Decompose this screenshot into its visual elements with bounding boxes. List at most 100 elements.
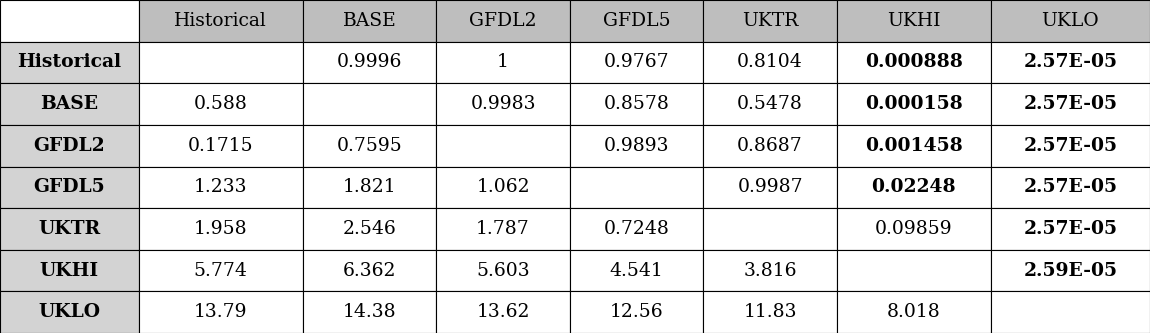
Text: 5.603: 5.603: [476, 261, 530, 280]
Bar: [570, 208, 704, 250]
Bar: [0, 0, 139, 42]
Text: 0.1715: 0.1715: [187, 137, 253, 155]
Text: BASE: BASE: [343, 12, 397, 30]
Bar: [837, 250, 991, 291]
Bar: [436, 166, 570, 208]
Text: 0.09859: 0.09859: [875, 220, 952, 238]
Bar: [302, 208, 436, 250]
Bar: [704, 166, 837, 208]
Text: 1.821: 1.821: [343, 178, 397, 196]
Bar: [704, 291, 837, 333]
Bar: [837, 208, 991, 250]
Bar: [0, 208, 139, 250]
Text: 2.57E-05: 2.57E-05: [1024, 220, 1118, 238]
Bar: [570, 291, 704, 333]
Bar: [570, 125, 704, 166]
Text: UKTR: UKTR: [38, 220, 100, 238]
Bar: [302, 125, 436, 166]
Bar: [570, 166, 704, 208]
Bar: [837, 0, 991, 42]
Text: 13.79: 13.79: [194, 303, 247, 321]
Bar: [837, 42, 991, 83]
Bar: [302, 291, 436, 333]
Text: 3.816: 3.816: [743, 261, 797, 280]
Text: 0.7248: 0.7248: [604, 220, 669, 238]
Text: 0.9767: 0.9767: [604, 53, 669, 72]
Text: 0.000158: 0.000158: [865, 95, 963, 113]
Text: 0.9893: 0.9893: [604, 137, 669, 155]
Text: 2.59E-05: 2.59E-05: [1024, 261, 1118, 280]
Bar: [837, 291, 991, 333]
Bar: [0, 125, 139, 166]
Bar: [570, 250, 704, 291]
Text: 0.588: 0.588: [194, 95, 247, 113]
Bar: [837, 166, 991, 208]
Text: 1: 1: [497, 53, 509, 72]
Text: BASE: BASE: [40, 95, 99, 113]
Bar: [704, 42, 837, 83]
Bar: [436, 125, 570, 166]
Bar: [139, 166, 302, 208]
Bar: [436, 42, 570, 83]
Bar: [704, 208, 837, 250]
Text: UKHI: UKHI: [40, 261, 99, 280]
Text: UKLO: UKLO: [38, 303, 100, 321]
Bar: [139, 250, 302, 291]
Text: 0.8104: 0.8104: [737, 53, 803, 72]
Bar: [704, 250, 837, 291]
Bar: [991, 0, 1150, 42]
Text: 0.9996: 0.9996: [337, 53, 402, 72]
Text: GFDL2: GFDL2: [33, 137, 105, 155]
Bar: [436, 291, 570, 333]
Text: UKHI: UKHI: [887, 12, 941, 30]
Bar: [302, 166, 436, 208]
Bar: [302, 0, 436, 42]
Bar: [837, 83, 991, 125]
Bar: [837, 125, 991, 166]
Bar: [704, 0, 837, 42]
Text: 0.9983: 0.9983: [470, 95, 536, 113]
Text: 2.57E-05: 2.57E-05: [1024, 53, 1118, 72]
Text: GFDL2: GFDL2: [469, 12, 537, 30]
Text: 1.787: 1.787: [476, 220, 530, 238]
Bar: [436, 250, 570, 291]
Text: 0.8578: 0.8578: [604, 95, 669, 113]
Bar: [991, 250, 1150, 291]
Bar: [991, 125, 1150, 166]
Bar: [139, 125, 302, 166]
Text: 2.546: 2.546: [343, 220, 397, 238]
Bar: [0, 42, 139, 83]
Bar: [139, 0, 302, 42]
Bar: [302, 83, 436, 125]
Text: 11.83: 11.83: [743, 303, 797, 321]
Bar: [991, 166, 1150, 208]
Bar: [436, 0, 570, 42]
Bar: [991, 83, 1150, 125]
Text: Historical: Historical: [175, 12, 267, 30]
Bar: [704, 125, 837, 166]
Text: 2.57E-05: 2.57E-05: [1024, 137, 1118, 155]
Text: 2.57E-05: 2.57E-05: [1024, 178, 1118, 196]
Text: GFDL5: GFDL5: [33, 178, 105, 196]
Bar: [991, 208, 1150, 250]
Text: UKLO: UKLO: [1042, 12, 1099, 30]
Text: 0.7595: 0.7595: [337, 137, 402, 155]
Bar: [0, 166, 139, 208]
Bar: [704, 83, 837, 125]
Bar: [0, 250, 139, 291]
Bar: [436, 83, 570, 125]
Bar: [139, 42, 302, 83]
Text: 1.233: 1.233: [194, 178, 247, 196]
Bar: [302, 250, 436, 291]
Text: 0.5478: 0.5478: [737, 95, 803, 113]
Text: 1.062: 1.062: [476, 178, 530, 196]
Text: 0.8687: 0.8687: [737, 137, 803, 155]
Bar: [991, 291, 1150, 333]
Text: GFDL5: GFDL5: [603, 12, 670, 30]
Bar: [0, 83, 139, 125]
Text: 6.362: 6.362: [343, 261, 397, 280]
Text: Historical: Historical: [17, 53, 122, 72]
Text: 13.62: 13.62: [476, 303, 530, 321]
Bar: [139, 291, 302, 333]
Text: UKTR: UKTR: [742, 12, 798, 30]
